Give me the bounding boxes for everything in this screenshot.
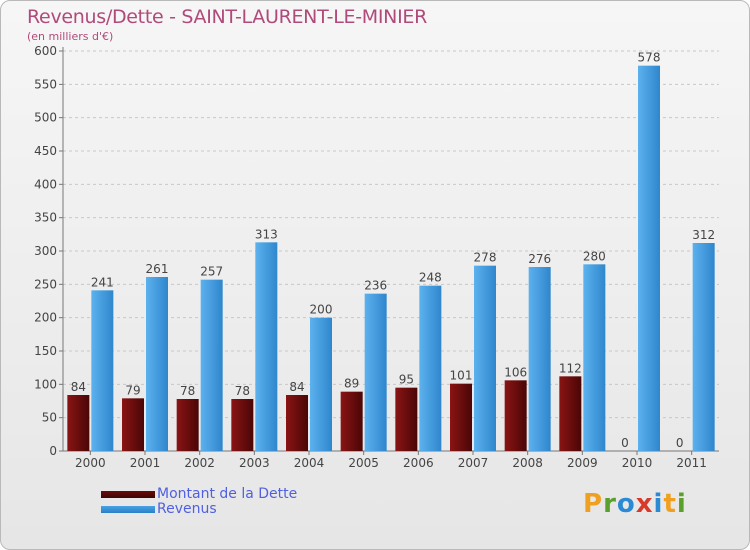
- data-label: 312: [692, 228, 715, 242]
- bar: [200, 279, 223, 451]
- bar: [364, 293, 387, 451]
- bar: [310, 317, 332, 451]
- bar: [638, 65, 660, 452]
- y-tick-label: 150: [34, 344, 57, 358]
- data-label: 241: [91, 275, 114, 289]
- y-tick-label: 600: [34, 44, 57, 58]
- data-label: 578: [638, 51, 661, 65]
- bar: [583, 264, 606, 451]
- proxiti-logo: Proxiti: [583, 489, 687, 519]
- y-tick-label: 550: [34, 77, 57, 91]
- y-tick-label: 200: [34, 311, 57, 325]
- x-tick-label: 2009: [567, 456, 598, 470]
- logo-letter: r: [603, 489, 617, 519]
- legend-item-dette: Montant de la Dette: [101, 487, 297, 502]
- y-tick-label: 50: [42, 411, 57, 425]
- chart-subtitle: (en milliers d'€): [27, 30, 114, 43]
- bar: [91, 290, 114, 451]
- chart-title: Revenus/Dette - SAINT-LAURENT-LE-MINIER: [27, 6, 427, 28]
- bar: [559, 376, 582, 451]
- data-label: 112: [559, 361, 582, 375]
- y-tick-label: 450: [34, 144, 57, 158]
- data-label: 95: [399, 373, 414, 387]
- x-tick-label: 2003: [239, 456, 270, 470]
- legend-label-revenus: Revenus: [157, 501, 217, 517]
- bar: [67, 395, 90, 451]
- bar: [255, 242, 278, 451]
- data-label: 0: [676, 436, 684, 450]
- bar: [176, 399, 199, 451]
- legend-swatch-revenus: [101, 506, 155, 513]
- data-label: 261: [146, 262, 169, 276]
- legend-swatch-dette: [101, 491, 155, 498]
- x-tick-label: 2004: [294, 456, 325, 470]
- data-label: 78: [180, 384, 195, 398]
- data-label: 276: [528, 252, 551, 266]
- y-tick-label: 0: [49, 444, 57, 458]
- x-tick-label: 2006: [403, 456, 434, 470]
- bar: [692, 243, 715, 451]
- data-label: 78: [235, 384, 250, 398]
- data-label: 313: [255, 227, 278, 241]
- data-label: 84: [71, 380, 86, 394]
- logo-letter: t: [663, 489, 677, 519]
- data-label: 89: [344, 377, 359, 391]
- x-tick-label: 2001: [130, 456, 161, 470]
- bar: [146, 277, 168, 451]
- bar: [504, 380, 527, 451]
- bar: [528, 267, 551, 451]
- y-tick-label: 250: [34, 277, 57, 291]
- x-tick-label: 2000: [75, 456, 106, 470]
- data-label: 278: [474, 251, 497, 265]
- data-label: 200: [310, 303, 333, 317]
- y-tick-label: 300: [34, 244, 57, 258]
- y-tick-label: 500: [34, 111, 57, 125]
- data-label: 106: [504, 365, 527, 379]
- bar: [231, 399, 254, 451]
- bar: [419, 285, 442, 451]
- legend-item-revenus: Revenus: [101, 502, 297, 517]
- logo-letter: o: [616, 489, 636, 519]
- bar: [340, 391, 363, 451]
- x-tick-label: 2010: [622, 456, 653, 470]
- data-label: 84: [289, 380, 304, 394]
- x-tick-label: 2011: [676, 456, 707, 470]
- logo-letter: x: [635, 489, 654, 519]
- logo-letter: i: [676, 489, 687, 519]
- bar: [286, 395, 308, 451]
- legend: Montant de la Dette Revenus: [101, 487, 297, 517]
- legend-label-dette: Montant de la Dette: [157, 486, 298, 502]
- data-label: 280: [583, 249, 606, 263]
- x-tick-label: 2002: [184, 456, 215, 470]
- x-tick-label: 2007: [458, 456, 489, 470]
- data-label: 236: [364, 279, 387, 293]
- logo-letter: P: [583, 489, 604, 519]
- y-tick-label: 400: [34, 177, 57, 191]
- data-label: 0: [621, 436, 629, 450]
- x-tick-label: 2008: [512, 456, 543, 470]
- data-label: 79: [125, 383, 140, 397]
- x-tick-label: 2005: [348, 456, 379, 470]
- y-tick-label: 350: [34, 211, 57, 225]
- y-tick-label: 100: [34, 377, 57, 391]
- bar: [122, 398, 144, 451]
- bar: [474, 265, 496, 451]
- bar: [395, 387, 418, 451]
- data-label: 101: [450, 369, 473, 383]
- bar: [450, 383, 472, 451]
- data-label: 248: [419, 271, 442, 285]
- data-label: 257: [200, 265, 223, 279]
- logo-letter: i: [653, 489, 664, 519]
